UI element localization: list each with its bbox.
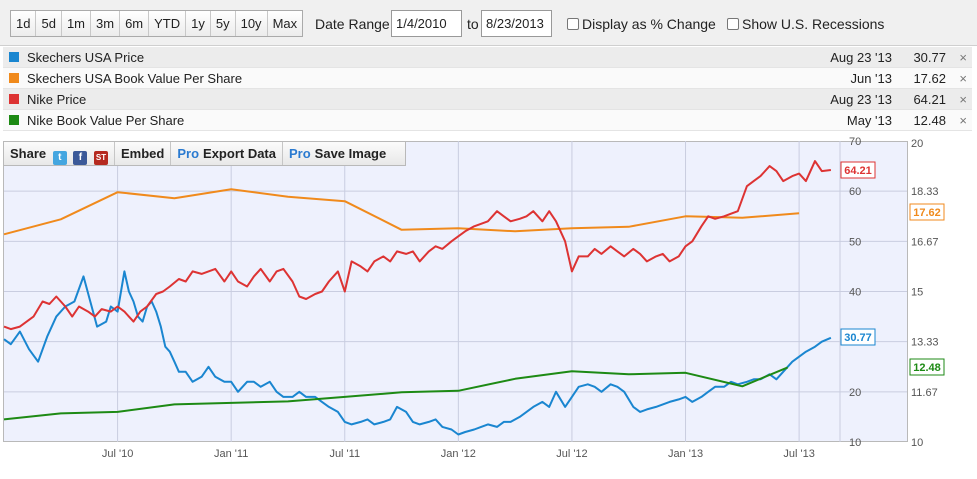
save-image-button[interactable]: Pro Save Image (283, 142, 392, 165)
stocktwits-icon[interactable]: ST (94, 151, 109, 165)
date-range-label: Date Range: (315, 16, 394, 32)
pct-change-toggle[interactable]: Display as % Change (567, 16, 716, 32)
remove-series-icon[interactable]: × (959, 71, 967, 86)
end-value-box (909, 203, 945, 221)
skechers-book-value-line (3, 188, 800, 236)
series-name: Skechers USA Book Value Per Share (27, 71, 243, 86)
end-value-box (840, 328, 876, 346)
legend-row[interactable]: Nike Book Value Per Share May '13 12.48 … (3, 110, 972, 131)
series-swatch (9, 115, 19, 125)
series-date: Aug 23 '13 (830, 50, 892, 65)
legend-row[interactable]: Nike Price Aug 23 '13 64.21 × (3, 89, 972, 110)
series-swatch (9, 52, 19, 62)
y-left-tick-label: 10 (849, 437, 861, 449)
twitter-icon[interactable]: t (52, 151, 67, 165)
share-toolbar: Share t f ST Embed Pro Export Data Pro Sav… (3, 141, 406, 166)
x-tick-label: Jan '13 (668, 448, 703, 460)
nike-price-line (3, 160, 832, 331)
y-left-tick-label: 40 (849, 287, 861, 299)
recessions-label: Show U.S. Recessions (742, 16, 885, 32)
skechers-price-line (3, 270, 832, 436)
end-value-box (909, 358, 945, 376)
export-data-button[interactable]: Pro Export Data (171, 142, 283, 165)
range-button[interactable]: 1m (61, 11, 91, 36)
x-tick-label: Jul '12 (556, 448, 587, 460)
end-value-label: 12.48 (913, 362, 941, 374)
end-value-label: 30.77 (844, 332, 872, 344)
range-button[interactable]: 6m (120, 11, 150, 36)
remove-series-icon[interactable]: × (959, 50, 967, 65)
legend-row[interactable]: Skechers USA Book Value Per Share Jun '1… (3, 68, 972, 89)
series-value: 12.48 (913, 113, 946, 128)
series-date: Jun '13 (850, 71, 892, 86)
range-button[interactable]: 5d (36, 11, 62, 36)
pro-badge: Pro (289, 146, 311, 161)
end-date-input[interactable]: 8/23/2013 (481, 10, 552, 37)
range-button[interactable]: 10y (235, 11, 268, 36)
series-legend: Skechers USA Price Aug 23 '13 30.77 × Sk… (3, 47, 972, 131)
y-right-tick-label: 11.67 (911, 387, 938, 399)
start-date-input[interactable]: 1/4/2010 (391, 10, 462, 37)
y-right-tick-label: 15 (911, 287, 923, 299)
range-button[interactable]: 3m (91, 11, 121, 36)
series-date: May '13 (846, 113, 892, 128)
series-value: 64.21 (913, 92, 946, 107)
y-right-tick-label: 13.33 (911, 337, 939, 349)
remove-series-icon[interactable]: × (959, 92, 967, 107)
facebook-icon[interactable]: f (73, 151, 88, 165)
x-tick-label: Jan '12 (441, 448, 476, 460)
nike-book-value-line (3, 366, 789, 421)
x-tick-label: Jan '11 (214, 448, 248, 460)
series-name: Nike Price (27, 92, 87, 107)
range-button-group: 1d 5d 1m 3m 6m YTD 1y 5y 10y Max (10, 10, 304, 37)
recessions-toggle[interactable]: Show U.S. Recessions (727, 16, 884, 32)
pct-change-checkbox[interactable] (567, 18, 579, 30)
end-value-label: 17.62 (913, 207, 941, 219)
end-value-label: 64.21 (844, 165, 872, 177)
series-date: Aug 23 '13 (830, 92, 892, 107)
remove-series-icon[interactable]: × (959, 113, 967, 128)
range-button[interactable]: YTD (149, 11, 187, 36)
recessions-checkbox[interactable] (727, 18, 739, 30)
pct-change-label: Display as % Change (582, 16, 716, 32)
export-data-label: Export Data (203, 146, 276, 161)
y-right-tick-label: 16.67 (911, 236, 939, 248)
pro-badge: Pro (177, 146, 200, 161)
series-swatch (9, 73, 19, 83)
end-value-box (840, 161, 876, 179)
range-button[interactable]: 5y (210, 11, 236, 36)
embed-button[interactable]: Embed (115, 142, 172, 165)
to-label: to (467, 16, 479, 32)
series-name: Nike Book Value Per Share (27, 113, 185, 128)
range-button[interactable]: Max (267, 11, 303, 36)
save-image-label: Save Image (314, 146, 387, 161)
y-right-tick-label: 10 (911, 437, 923, 449)
series-name: Skechers USA Price (27, 50, 145, 65)
range-button[interactable]: 1d (11, 11, 37, 36)
toolbar: 1d 5d 1m 3m 6m YTD 1y 5y 10y Max Date Range: 1/4/… (0, 0, 977, 46)
series-value: 30.77 (913, 50, 946, 65)
legend-row[interactable]: Skechers USA Price Aug 23 '13 30.77 × (3, 47, 972, 68)
series-value: 17.62 (913, 71, 946, 86)
share-label: Share (10, 146, 47, 161)
y-left-tick-label: 70 (849, 136, 861, 148)
y-right-tick-label: 20 (911, 138, 923, 150)
share-section: Share t f ST (4, 142, 116, 165)
range-button[interactable]: 1y (186, 11, 211, 36)
y-left-tick-label: 60 (849, 186, 861, 198)
x-tick-label: Jul '11 (329, 448, 360, 460)
y-left-tick-label: 20 (849, 387, 861, 399)
series-swatch (9, 94, 19, 104)
x-tick-label: Jul '13 (783, 448, 814, 460)
x-tick-label: Jul '10 (102, 448, 133, 460)
y-left-tick-label: 50 (849, 236, 861, 248)
y-right-tick-label: 18.33 (911, 186, 939, 198)
